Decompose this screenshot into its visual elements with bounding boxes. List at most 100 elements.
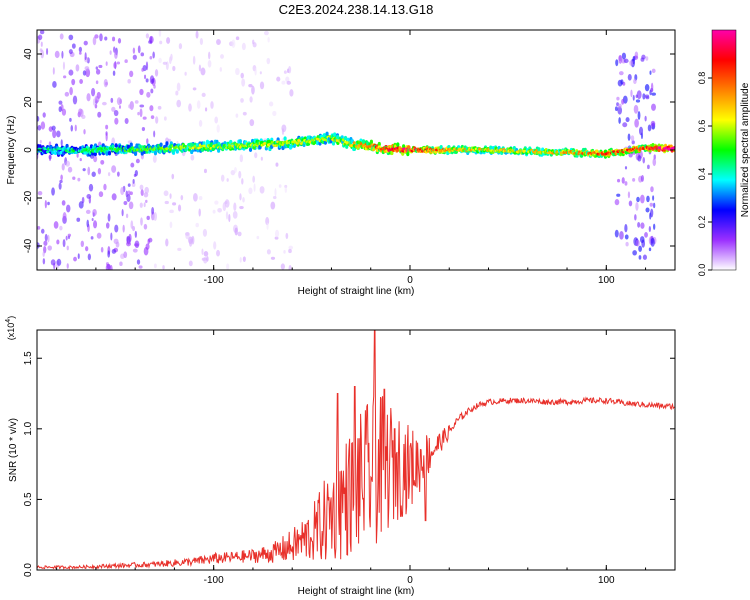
spectrogram-speckle: [88, 183, 94, 192]
spectrogram-speckle: [37, 34, 43, 41]
spectrogram-speckle: [134, 240, 140, 249]
spectrogram-speckle: [248, 187, 253, 195]
spectrogram-speckle: [188, 239, 193, 247]
spectrogram-speckle: [235, 67, 240, 76]
spectrogram-speckle: [176, 82, 181, 92]
spectrogram-speckle: [650, 186, 654, 193]
spectrogram-speckle: [93, 155, 98, 163]
spectrogram-ridge-cell: [187, 142, 191, 147]
spectrogram-speckle: [617, 103, 622, 109]
spectrogram-speckle: [627, 133, 631, 141]
spectrogram-ridge-cell: [129, 142, 133, 147]
spectrogram-speckle: [113, 62, 117, 69]
spectrogram-speckle: [141, 67, 144, 72]
spectrogram-speckle: [203, 251, 209, 257]
spectrogram-ridge-cell: [333, 132, 337, 137]
spectrogram-ridge-cell: [390, 150, 394, 156]
spectrogram-speckle: [91, 171, 96, 177]
snr-y-tick-label: 0.0: [23, 563, 34, 577]
spectrogram-speckle: [614, 106, 618, 111]
spectrogram-speckle: [283, 70, 287, 74]
spectrogram-speckle: [642, 157, 646, 164]
spectrogram-speckle: [105, 263, 111, 270]
spectrogram-speckle: [105, 61, 108, 66]
snr-x-tick-label: -100: [204, 575, 224, 586]
spectrogram-speckle: [147, 238, 150, 245]
spectrogram-speckle: [37, 242, 40, 249]
spectrogram-speckle: [270, 201, 276, 210]
spectrogram-speckle: [650, 120, 656, 127]
spectrogram-x-tick-label: -100: [204, 275, 224, 286]
spectrogram-ridge-cell: [595, 149, 599, 154]
spectrogram-speckle: [180, 194, 184, 201]
spectrogram-speckle: [624, 166, 628, 170]
spectrogram-speckle: [274, 188, 277, 197]
spectrogram-speckle: [118, 105, 122, 109]
spectrogram-speckle: [263, 30, 269, 36]
spectrogram-speckle: [144, 186, 149, 194]
snr-y-ticks: 0.0 0.5 1.0 1.5: [23, 351, 675, 577]
spectrogram-speckle: [192, 87, 197, 91]
spectrogram-speckle: [266, 249, 271, 255]
spectrogram-speckle: [56, 239, 60, 245]
spectrogram-speckle: [113, 109, 119, 117]
spectrogram-ridge-cell: [407, 145, 411, 149]
spectrogram-speckle: [239, 205, 244, 210]
spectrogram-speckle: [97, 167, 102, 175]
spectrogram-speckle: [42, 112, 46, 118]
spectrogram-speckle: [217, 207, 223, 213]
spectrogram-speckle: [219, 67, 222, 72]
spectrogram-speckle: [198, 119, 203, 127]
spectrogram-speckle: [620, 79, 624, 85]
spectrogram-speckle: [126, 241, 132, 247]
spectrogram-ridge-cell: [345, 144, 349, 149]
spectrogram-speckle: [155, 116, 159, 124]
spectrogram-speckle: [146, 138, 149, 145]
spectrogram-speckle: [636, 90, 642, 100]
spectrogram-speckle: [137, 45, 141, 54]
spectrogram-speckle: [281, 80, 286, 85]
spectrogram-ridge-cell: [171, 149, 175, 153]
spectrogram-speckle: [650, 237, 655, 247]
spectrogram-speckle: [213, 241, 217, 250]
spectrogram-speckle: [41, 228, 45, 234]
spectrogram-speckle: [216, 124, 220, 133]
spectrogram-speckle: [632, 94, 635, 101]
spectrogram-speckle: [72, 95, 78, 105]
spectrogram-speckle: [91, 217, 94, 222]
spectrogram-speckle: [42, 258, 46, 265]
spectrogram-speckle: [172, 65, 176, 72]
spectrogram-ridge-cell: [133, 151, 138, 156]
spectrogram-speckle: [188, 260, 193, 267]
spectrogram-speckle: [152, 155, 157, 163]
spectrogram-ridge-cell: [93, 151, 97, 157]
spectrogram-speckle: [42, 251, 45, 257]
spectrogram-speckle: [139, 184, 144, 190]
spectrogram-speckle: [278, 184, 282, 188]
spectrogram-ridge-cell: [361, 139, 366, 144]
spectrogram-speckle: [71, 43, 76, 49]
spectrogram-speckle: [83, 40, 88, 46]
colorbar-ticks: 0.0 0.2 0.4 0.6 0.8: [697, 72, 712, 276]
spectrogram-speckle: [112, 36, 116, 42]
spectrogram-speckle: [62, 239, 66, 248]
spectrogram-speckle: [152, 51, 155, 59]
spectrogram-speckle: [617, 106, 623, 115]
spectrogram-speckle: [148, 40, 152, 44]
spectrogram-speckle: [272, 110, 277, 116]
spectrogram-speckle: [651, 103, 656, 111]
spectrogram-speckle: [239, 154, 244, 163]
spectrogram-speckle: [648, 247, 652, 252]
spectrogram-speckle: [618, 71, 624, 76]
spectrogram-ridge-cell: [175, 149, 179, 154]
spectrogram-speckle: [153, 130, 156, 138]
spectrogram-ridge-cell: [263, 142, 267, 145]
spectrogram-speckle: [649, 70, 652, 75]
spectrogram-speckle: [621, 52, 627, 60]
spectrogram-speckle: [116, 61, 121, 65]
spectrogram-x-tick-label: 0: [407, 275, 413, 286]
spectrogram-speckle: [251, 85, 255, 95]
spectrogram-speckle: [175, 90, 179, 96]
spectrogram-speckle: [132, 54, 137, 60]
spectrogram-speckle: [117, 38, 122, 44]
